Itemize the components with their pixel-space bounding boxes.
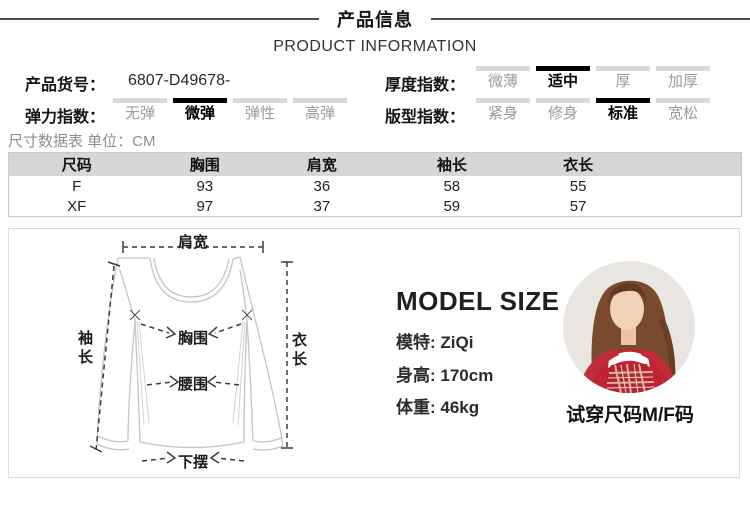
page-subtitle: PRODUCT INFORMATION: [273, 38, 477, 55]
thickness-option: 适中: [536, 66, 590, 91]
option-bar: [656, 66, 710, 71]
try-on-size-caption: 试穿尺码M/F码: [566, 405, 694, 426]
shoulder-width-label: 肩宽: [177, 234, 208, 251]
option-label: 加厚: [667, 73, 698, 90]
table-row: F 93 36 58 55: [9, 176, 741, 196]
elasticity-option: 微弹: [173, 98, 227, 123]
elasticity-option: 弹性: [233, 98, 287, 123]
model-photo: [563, 261, 695, 393]
col-header-shoulder: 肩宽: [306, 157, 337, 174]
option-bar: [596, 66, 650, 71]
option-label: 紧身: [487, 105, 518, 122]
thickness-label: 厚度指数：: [385, 77, 466, 94]
option-label: 适中: [547, 73, 578, 90]
armpit-pin-icon: [129, 309, 253, 321]
elasticity-options: 无弹 微弹 弹性 高弹: [113, 98, 347, 123]
cell-shoulder: 36: [313, 177, 331, 195]
drawstrings: [136, 321, 246, 426]
cell-length: 57: [569, 197, 587, 215]
model-name: 模特: ZiQi: [396, 333, 474, 352]
sku-value: 6807-D49678-: [128, 72, 231, 89]
elasticity-label: 弹力指数：: [25, 109, 106, 126]
col-header-size: 尺码: [61, 157, 92, 174]
page-title: 产品信息: [337, 10, 413, 30]
measure-lines: [95, 246, 288, 462]
fit-option: 紧身: [476, 98, 530, 123]
size-table: 尺码 胸围 肩宽 袖长 衣长 F 93 36 58 55 XF 97 37 59…: [8, 152, 742, 217]
option-label: 厚: [615, 73, 631, 90]
hem-label: 下摆: [177, 454, 208, 471]
fit-label: 版型指数：: [385, 109, 466, 126]
elasticity-option: 高弹: [293, 98, 347, 123]
thickness-option: 厚: [596, 66, 650, 91]
option-bar: [536, 66, 590, 71]
bust-label: 胸围: [177, 330, 208, 347]
cell-size: XF: [67, 197, 87, 215]
col-header-bust: 胸围: [189, 157, 220, 174]
cell-sleeve: 58: [443, 177, 461, 195]
section-header: 产品信息: [0, 6, 750, 32]
option-label: 无弹: [124, 105, 155, 122]
option-bar: [173, 98, 227, 103]
cell-shoulder: 37: [313, 197, 331, 215]
header-rule-left: [0, 18, 319, 20]
sku-label: 产品货号：: [25, 77, 106, 94]
waist-label: 腰围: [177, 376, 208, 393]
option-label: 修身: [547, 105, 578, 122]
cell-size: F: [72, 177, 82, 195]
option-bar: [536, 98, 590, 103]
shirt-measurement-diagram: [89, 241, 293, 464]
size-table-header: 尺码 胸围 肩宽 袖长 衣长: [9, 153, 741, 176]
thickness-options: 微薄 适中 厚 加厚: [476, 66, 710, 91]
cell-length: 55: [569, 177, 587, 195]
option-bar: [233, 98, 287, 103]
size-table-caption: 尺寸数据表 单位：CM: [8, 133, 156, 150]
thickness-option: 微薄: [476, 66, 530, 91]
cell-bust: 97: [196, 197, 214, 215]
option-bar: [293, 98, 347, 103]
option-label: 微薄: [487, 73, 518, 90]
option-bar: [476, 66, 530, 71]
option-label: 微弹: [184, 105, 215, 122]
fit-option: 修身: [536, 98, 590, 123]
elasticity-option: 无弹: [113, 98, 167, 123]
cell-sleeve: 59: [443, 197, 461, 215]
thickness-option: 加厚: [656, 66, 710, 91]
garment-length-label: 衣长: [291, 332, 307, 368]
option-label: 标准: [607, 105, 638, 122]
col-header-length: 衣长: [563, 157, 594, 174]
option-label: 弹性: [244, 105, 275, 122]
option-bar: [476, 98, 530, 103]
model-weight: 体重: 46kg: [396, 398, 480, 417]
fit-option: 标准: [596, 98, 650, 123]
col-header-sleeve: 袖长: [436, 157, 467, 174]
model-size-title: MODEL SIZE: [396, 286, 560, 316]
model-portrait-illustration: [563, 261, 695, 393]
fit-options: 紧身 修身 标准 宽松: [476, 98, 710, 123]
model-height: 身高: 170cm: [396, 366, 494, 385]
option-bar: [113, 98, 167, 103]
option-bar: [596, 98, 650, 103]
measure-ticks-arrows: [89, 241, 293, 464]
cell-bust: 93: [196, 177, 214, 195]
table-row: XF 97 37 59 57: [9, 196, 741, 216]
option-label: 宽松: [667, 105, 698, 122]
shirt-outline: [96, 256, 284, 451]
sleeve-length-label: 袖长: [77, 330, 93, 366]
fit-option: 宽松: [656, 98, 710, 123]
header-rule-right: [431, 18, 750, 20]
option-bar: [656, 98, 710, 103]
option-label: 高弹: [304, 105, 335, 122]
